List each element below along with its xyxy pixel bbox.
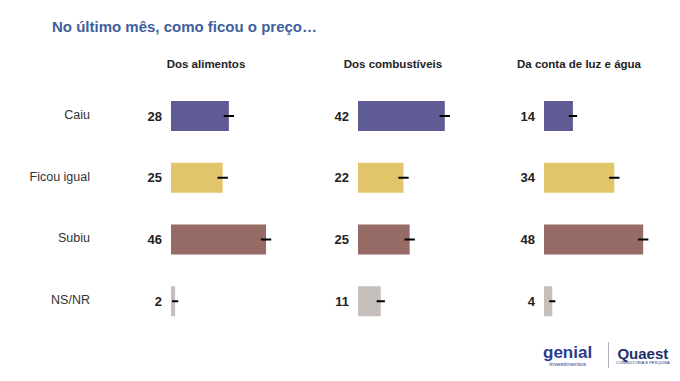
svg-text:2: 2	[155, 294, 162, 309]
svg-text:42: 42	[335, 109, 349, 124]
svg-text:4: 4	[528, 294, 536, 309]
html-text:Subiu: Subiu	[58, 231, 90, 246]
html-text:Dos combustíveis: Dos combustíveis	[343, 58, 443, 70]
svg-text:46: 46	[148, 232, 162, 247]
html-text:CONSULTORIA E PESQUISA: CONSULTORIA E PESQUISA	[616, 360, 670, 365]
svg-text:28: 28	[148, 109, 162, 124]
html-text:Caiu: Caiu	[64, 107, 90, 122]
html-text:Quaest: Quaest	[617, 345, 669, 362]
html-text:Dos alimentos: Dos alimentos	[166, 58, 246, 70]
svg-text:25: 25	[148, 170, 162, 185]
html-text:Da conta de luz e água: Da conta de luz e água	[517, 58, 641, 70]
html-text:investimentos: investimentos	[549, 361, 586, 367]
html-text:genial: genial	[543, 343, 593, 362]
svg-text:11: 11	[335, 294, 349, 309]
svg-text:22: 22	[335, 170, 349, 185]
html-text:No último mês, como ficou o pr: No último mês, como ficou o preço…	[52, 18, 317, 35]
svg-text:34: 34	[521, 170, 536, 185]
html-text:NS/NR: NS/NR	[51, 293, 90, 308]
svg-text:25: 25	[335, 232, 349, 247]
svg-text:14: 14	[521, 109, 536, 124]
html-text:Ficou igual: Ficou igual	[29, 169, 90, 184]
svg-text:48: 48	[521, 232, 535, 247]
